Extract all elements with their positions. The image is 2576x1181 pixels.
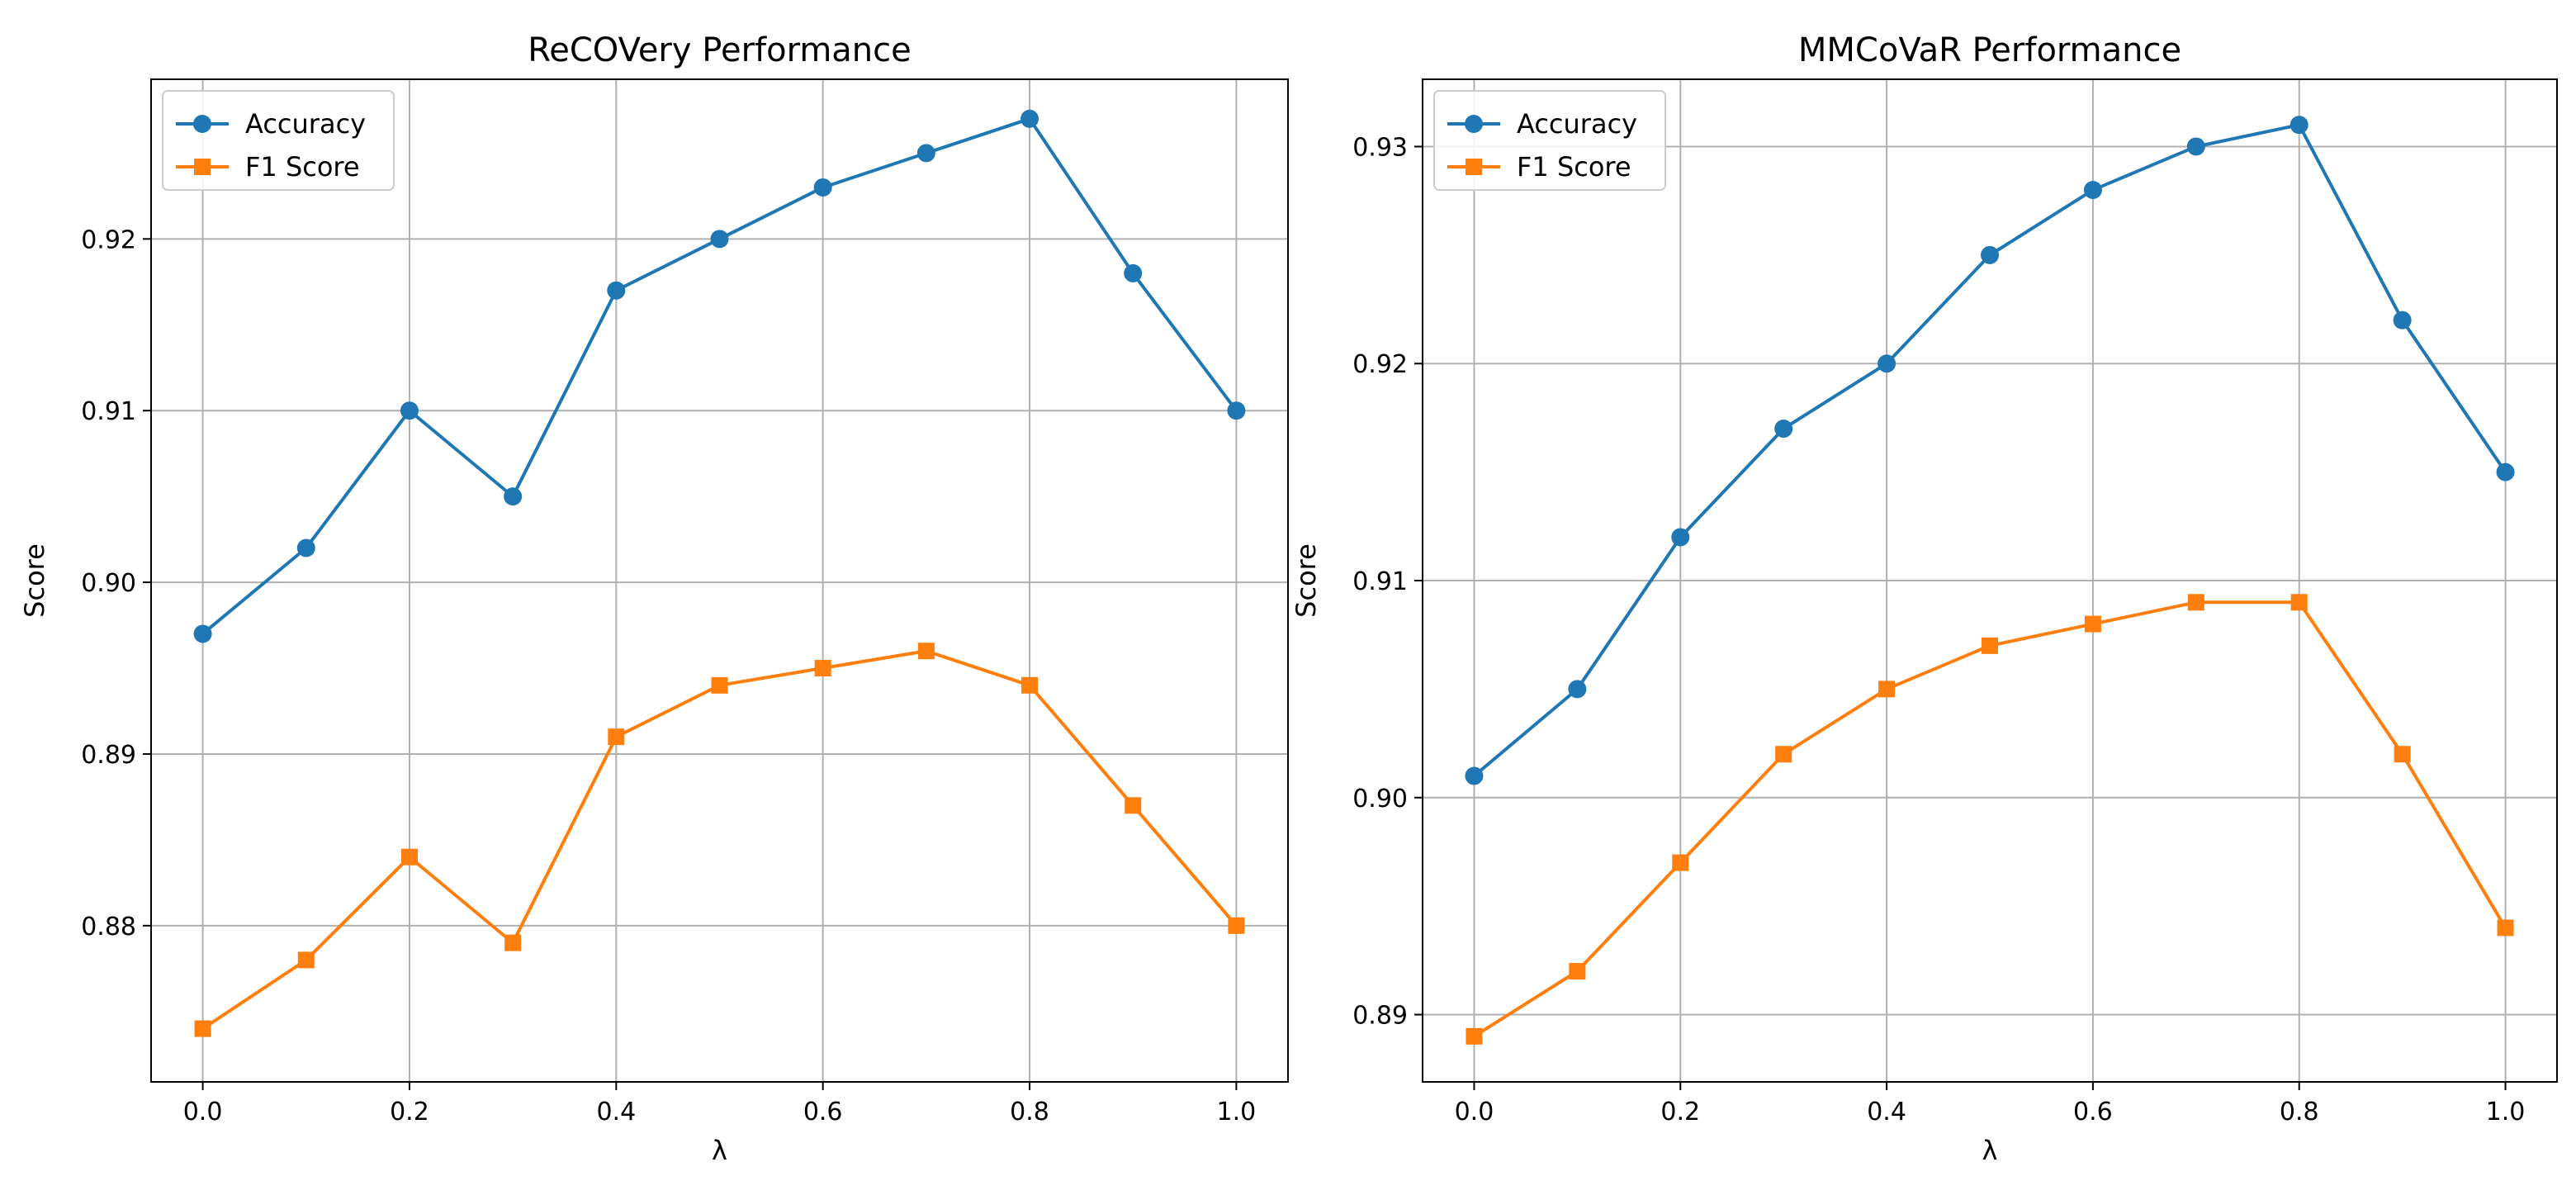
data-point-accuracy: [813, 178, 832, 197]
y-tick-label: 0.90: [81, 569, 136, 598]
legend-swatch-marker: [193, 115, 211, 133]
x-axis-label: λ: [712, 1135, 727, 1166]
data-point-f1-score: [1021, 676, 1039, 694]
series-line-f1-score: [201, 649, 1238, 1031]
data-point-f1-score: [711, 676, 728, 694]
data-point-f1-score: [1775, 746, 1792, 763]
plot-frame: [150, 78, 1289, 1083]
data-point-accuracy: [1671, 528, 1690, 547]
y-tick-label: 0.91: [1352, 567, 1408, 596]
data-point-accuracy: [2290, 116, 2308, 135]
y-tick-label: 0.89: [1352, 1002, 1408, 1031]
x-tick-label: 0.6: [2073, 1098, 2113, 1126]
data-point-accuracy: [504, 487, 523, 506]
x-tick-label: 0.2: [390, 1098, 429, 1126]
data-point-accuracy: [1020, 109, 1039, 128]
chart-recovery-performance: 0.0 0.2 0.4 0.6 0.8 1.0 0.88 0.89 0.90 0.91 0.92 Re…: [19, 31, 1289, 1166]
y-axis-label: Score: [1290, 543, 1322, 618]
chart-title: MMCoVaR Performance: [1798, 31, 2181, 69]
data-point-accuracy: [1227, 401, 1246, 420]
data-point-f1-score: [504, 934, 522, 951]
x-tick-label: 0.0: [183, 1098, 223, 1126]
data-point-accuracy: [1878, 354, 1896, 373]
data-point-f1-score: [2290, 594, 2308, 611]
data-point-f1-score: [1878, 681, 1896, 698]
y-tick-label: 0.92: [1352, 350, 1408, 379]
x-tick-label: 0.4: [1867, 1098, 1906, 1126]
data-point-accuracy: [1124, 263, 1143, 282]
series-line-accuracy: [201, 116, 1238, 635]
x-tick-label: 1.0: [2486, 1098, 2526, 1126]
data-point-f1-score: [194, 1020, 211, 1037]
data-point-accuracy: [2083, 181, 2102, 200]
data-point-accuracy: [2393, 311, 2412, 330]
data-point-accuracy: [607, 281, 626, 300]
y-tick-label: 0.89: [81, 741, 136, 770]
data-point-f1-score: [1125, 797, 1142, 814]
x-tick-label: 0.6: [803, 1098, 843, 1126]
y-tick-label: 0.92: [81, 225, 136, 254]
data-point-accuracy: [1568, 680, 1587, 699]
legend-swatch-marker: [194, 159, 211, 175]
data-point-accuracy: [296, 538, 315, 557]
data-point-f1-score: [1228, 917, 1245, 934]
data-point-f1-score: [917, 643, 935, 660]
legend-swatch-marker: [1466, 159, 1482, 175]
data-point-accuracy: [1774, 420, 1793, 439]
data-point-f1-score: [297, 951, 315, 969]
data-point-accuracy: [710, 230, 729, 249]
legend-label: Accuracy: [1517, 108, 1637, 140]
data-point-f1-score: [1672, 854, 1689, 871]
x-tick-label: 0.0: [1455, 1098, 1494, 1126]
data-point-f1-score: [2084, 615, 2101, 633]
chart-mmcovar-performance: 0.0 0.2 0.4 0.6 0.8 1.0 0.89 0.90 0.91 0.92 0.93 MM…: [1290, 31, 2558, 1166]
data-point-accuracy: [1465, 766, 1484, 785]
data-point-f1-score: [1466, 1027, 1483, 1045]
data-point-f1-score: [1982, 637, 1998, 654]
y-axis-label: Score: [19, 543, 50, 618]
data-point-f1-score: [2394, 746, 2411, 763]
data-point-f1-score: [2497, 919, 2514, 937]
legend-label: F1 Score: [245, 151, 360, 183]
y-tick-label: 0.93: [1352, 133, 1408, 162]
legend-label: Accuracy: [245, 108, 366, 140]
x-tick-label: 0.4: [596, 1098, 636, 1126]
data-point-accuracy: [2186, 137, 2205, 156]
x-tick-label: 1.0: [1217, 1098, 1257, 1126]
legend-label: F1 Score: [1517, 151, 1631, 183]
x-tick-label: 0.2: [1660, 1098, 1700, 1126]
data-point-accuracy: [916, 144, 935, 163]
data-point-accuracy: [2496, 462, 2515, 481]
data-point-f1-score: [1569, 962, 1586, 979]
y-tick-label: 0.91: [81, 397, 136, 426]
y-tick-label: 0.88: [81, 913, 136, 941]
data-point-accuracy: [1981, 245, 1999, 264]
x-tick-label: 0.8: [2280, 1098, 2319, 1126]
legend-swatch-marker: [1465, 115, 1483, 133]
chart-title: ReCOVery Performance: [528, 31, 912, 69]
data-point-f1-score: [400, 848, 418, 866]
series-line-f1-score: [1473, 600, 2507, 1038]
data-point-f1-score: [608, 728, 625, 746]
data-point-accuracy: [193, 624, 212, 643]
y-tick-label: 0.90: [1352, 785, 1408, 813]
data-point-f1-score: [814, 660, 831, 677]
x-axis-label: λ: [1982, 1135, 1998, 1166]
data-point-accuracy: [400, 401, 419, 420]
data-point-f1-score: [2187, 594, 2204, 611]
x-tick-label: 0.8: [1010, 1098, 1049, 1126]
